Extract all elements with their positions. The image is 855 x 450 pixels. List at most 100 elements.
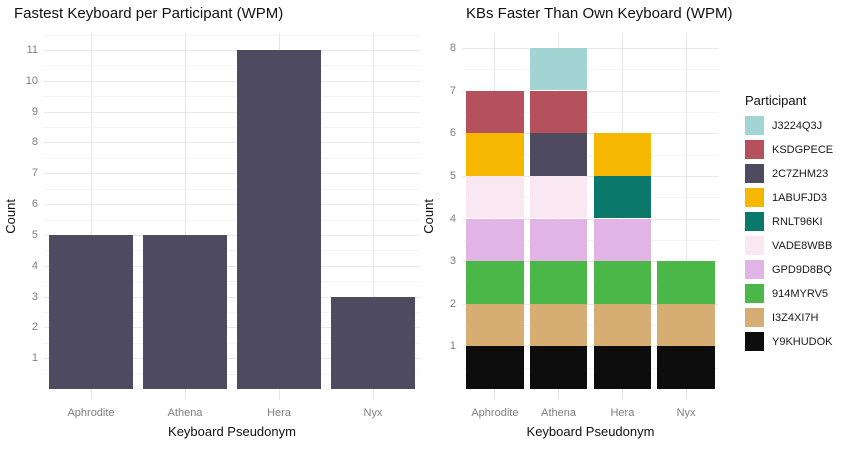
legend-swatch: [745, 212, 764, 231]
gridline-major: [463, 218, 718, 220]
bar-hera-914myrv5: [593, 261, 652, 304]
x-tick-label: Hera: [610, 407, 635, 419]
x-tick-label: Aphrodite: [471, 407, 519, 419]
x-axis-title: Keyboard Pseudonym: [526, 424, 655, 439]
plot-panel: [463, 33, 718, 400]
y-tick-label: 8: [449, 41, 456, 54]
gridline-minor: [463, 239, 718, 241]
x-tick-label: Athena: [541, 407, 577, 419]
x-tick-label: Athena: [167, 407, 203, 419]
gridline-minor: [463, 367, 718, 369]
gridline-major: [463, 175, 718, 177]
bar-athena-i3z4xi7h: [529, 303, 588, 347]
y-tick-label: 3: [449, 255, 456, 268]
bar-athena-y9khudok: [529, 346, 588, 389]
gridline-vertical: [685, 33, 687, 400]
y-tick-label: 6: [31, 198, 38, 211]
bar-aphrodite-y9khudok: [466, 346, 524, 389]
bar-aphrodite-i3z4xi7h: [466, 303, 524, 347]
gridline-minor: [463, 325, 718, 326]
bar-aphrodite-gpd9d8bq: [466, 218, 524, 262]
bar-hera-1abufjd3: [593, 133, 652, 176]
bar-aphrodite-ksdgpece: [466, 90, 524, 134]
bar-athena-vade8wbb: [529, 175, 588, 219]
legend-title: Participant: [745, 93, 807, 108]
gridline-vertical: [184, 33, 186, 400]
y-tick-label: 2: [449, 297, 456, 310]
gridline-minor: [44, 34, 420, 36]
gridline-major: [44, 296, 420, 298]
legend-item-1abufjd3: 1ABUFJD3: [745, 188, 855, 207]
bar-athena-gpd9d8bq: [529, 218, 588, 262]
legend-label: VADE8WBB: [772, 239, 833, 252]
legend-label: J3224Q3J: [772, 119, 823, 132]
plot-panel: [44, 33, 420, 400]
bar-nyx-y9khudok: [657, 346, 715, 389]
gridline-minor: [463, 69, 718, 71]
bar-nyx: [330, 296, 416, 389]
gridline-minor: [44, 342, 420, 344]
gridline-major: [463, 346, 718, 348]
y-tick-label: 7: [31, 167, 38, 180]
legend-label: Y9KHUDOK: [772, 335, 833, 348]
gridline-minor: [44, 96, 420, 98]
bar-athena-914myrv5: [529, 261, 588, 304]
legend-item-y9khudok: Y9KHUDOK: [745, 332, 855, 351]
legend-label: 1ABUFJD3: [772, 191, 828, 204]
gridline-minor: [44, 250, 420, 252]
bar-hera-i3z4xi7h: [593, 303, 652, 347]
gridline-major: [463, 261, 718, 263]
chart-fastest-keyboard: Fastest Keyboard per Participant (WPM) C…: [0, 0, 427, 450]
legend-label: 2C7ZHM23: [772, 167, 829, 180]
bar-aphrodite: [48, 234, 134, 389]
legend-items: J3224Q3J KSDGPECE 2C7ZHM23 1ABUFJD3 RNLT96KI…: [745, 116, 855, 351]
y-tick-label: 7: [449, 84, 456, 97]
legend-swatch: [745, 260, 764, 279]
legend-swatch: [745, 164, 764, 183]
bar-aphrodite-1abufjd3: [466, 133, 524, 176]
x-tick-label: Aphrodite: [67, 407, 115, 419]
y-tick-label: 4: [31, 259, 38, 272]
gridline-major: [44, 234, 420, 236]
legend-swatch: [745, 116, 764, 135]
gridline-major: [44, 204, 420, 206]
legend-label: KSDGPECE: [772, 143, 834, 156]
gridline-minor: [463, 282, 718, 284]
gridline-minor: [44, 157, 420, 159]
gridline-major: [44, 111, 420, 113]
legend-swatch: [745, 140, 764, 159]
bar-nyx-914myrv5: [657, 261, 715, 304]
legend-label: I3Z4XI7H: [772, 311, 819, 324]
y-tick-label: 5: [31, 228, 38, 241]
gridline-major: [44, 50, 420, 51]
x-tick-label: Hera: [267, 407, 291, 419]
bar-aphrodite-vade8wbb: [466, 175, 524, 219]
gridline-major: [44, 358, 420, 360]
gridline-minor: [463, 111, 718, 113]
y-tick-label: 4: [449, 212, 456, 225]
gridline-major: [44, 265, 420, 267]
y-tick-label: 9: [31, 105, 38, 118]
bar-nyx-i3z4xi7h: [657, 303, 715, 347]
bar-hera-rnlt96ki: [593, 175, 652, 219]
legend-swatch: [745, 236, 764, 255]
y-tick-label: 5: [449, 169, 456, 182]
chart-title: Fastest Keyboard per Participant (WPM): [14, 5, 284, 22]
bar-athena-ksdgpece: [529, 90, 588, 134]
legend-item-j3224q3j: J3224Q3J: [745, 116, 855, 135]
x-axis-title: Keyboard Pseudonym: [168, 424, 296, 439]
y-tick-label: 10: [25, 74, 38, 87]
bar-athena: [142, 234, 228, 389]
gridline-minor: [463, 154, 718, 156]
x-tick-label: Nyx: [676, 407, 696, 419]
gridline-minor: [463, 197, 718, 199]
y-axis-title-wrap: Count: [3, 33, 18, 400]
gridline-minor: [44, 188, 420, 190]
legend-swatch: [745, 332, 764, 351]
legend-swatch: [745, 284, 764, 303]
chart-title: KBs Faster Than Own Keyboard (WPM): [466, 5, 733, 22]
legend-item-rnlt96ki: RNLT96KI: [745, 212, 855, 231]
gridline-minor: [44, 219, 420, 221]
y-tick-label: 3: [31, 290, 38, 303]
gridline-minor: [44, 65, 420, 67]
